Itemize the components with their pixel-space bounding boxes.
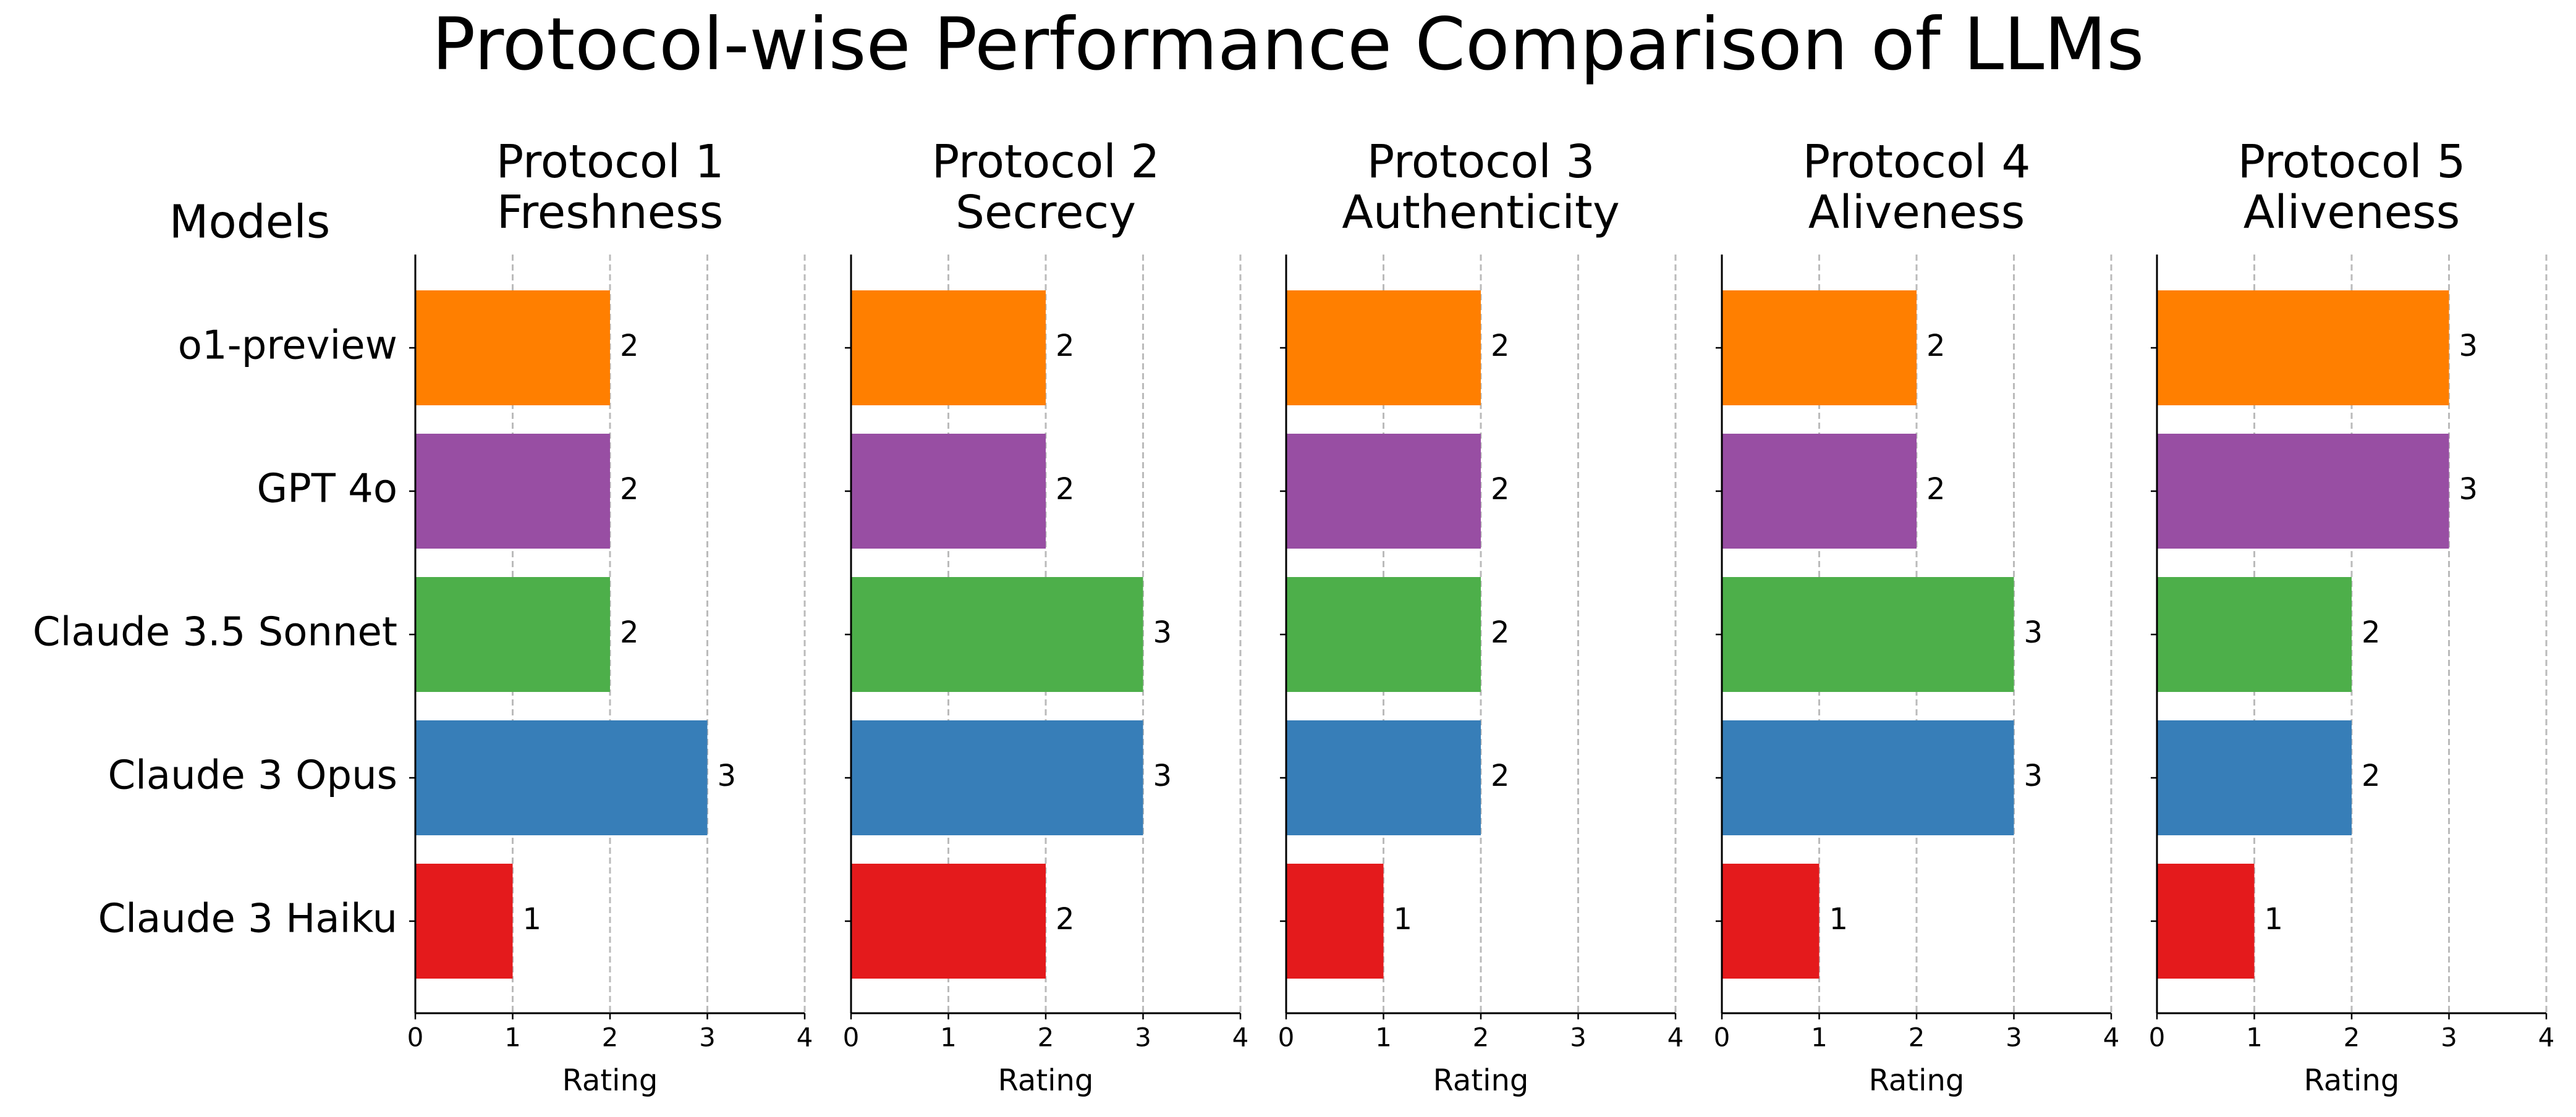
data-label: 2	[1491, 759, 1510, 793]
data-label: 3	[2024, 759, 2043, 793]
y-axis-title: Models	[169, 196, 331, 249]
data-label: 2	[620, 472, 639, 507]
x-tick-label: 0	[2149, 1022, 2166, 1053]
bar	[1286, 434, 1481, 549]
y-tick-label: Claude 3 Haiku	[98, 896, 397, 942]
x-tick-label: 0	[407, 1022, 424, 1053]
data-label: 2	[1491, 329, 1510, 363]
x-tick-label: 3	[2441, 1022, 2457, 1053]
y-tick-label: GPT 4o	[257, 466, 398, 512]
bar	[1722, 577, 2014, 692]
x-tick-label: 0	[843, 1022, 860, 1053]
bar	[851, 720, 1143, 835]
data-label: 2	[620, 615, 639, 650]
x-tick-label: 4	[797, 1022, 813, 1053]
bar	[2157, 864, 2255, 979]
x-tick-label: 2	[2344, 1022, 2360, 1053]
bar	[1286, 577, 1481, 692]
x-tick-label: 1	[1375, 1022, 1392, 1053]
bar	[1722, 290, 1917, 405]
bar	[1286, 720, 1481, 835]
x-tick-label: 0	[1714, 1022, 1731, 1053]
x-axis-title: Rating	[1869, 1063, 1965, 1098]
x-tick-label: 3	[699, 1022, 716, 1053]
x-tick-label: 1	[2246, 1022, 2263, 1053]
data-label: 1	[1829, 902, 1849, 937]
bar	[415, 864, 513, 979]
panel-title: Protocol 4 Aliveness	[1803, 135, 2031, 239]
x-tick-label: 2	[1909, 1022, 1925, 1053]
x-tick-label: 4	[2538, 1022, 2555, 1053]
data-label: 2	[2362, 615, 2381, 650]
data-label: 3	[1153, 615, 1172, 650]
bar	[1722, 434, 1917, 549]
chart-title: Protocol-wise Performance Comparison of …	[432, 2, 2145, 86]
bar	[851, 577, 1143, 692]
panel-title: Protocol 2 Secrecy	[932, 135, 1160, 239]
data-label: 1	[1394, 902, 1413, 937]
data-label: 3	[718, 759, 737, 793]
data-label: 2	[1056, 902, 1075, 937]
bar	[851, 434, 1046, 549]
bar	[415, 290, 610, 405]
data-label: 1	[2265, 902, 2284, 937]
x-tick-label: 1	[504, 1022, 521, 1053]
x-tick-label: 1	[940, 1022, 957, 1053]
x-tick-label: 3	[1570, 1022, 1587, 1053]
data-label: 2	[1491, 472, 1510, 507]
panel-title: Protocol 5 Aliveness	[2238, 135, 2466, 239]
data-label: 2	[620, 329, 639, 363]
bar	[1722, 864, 1820, 979]
x-axis-title: Rating	[1433, 1063, 1529, 1098]
data-label: 3	[2459, 472, 2478, 507]
x-axis-title: Rating	[998, 1063, 1094, 1098]
bar	[851, 864, 1046, 979]
x-axis-title: Rating	[2304, 1063, 2400, 1098]
panel-title: Protocol 1 Freshness	[496, 135, 724, 239]
data-label: 1	[523, 902, 542, 937]
x-tick-label: 4	[2103, 1022, 2120, 1053]
y-tick-label: Claude 3 Opus	[108, 753, 397, 799]
y-tick-label: o1-preview	[178, 323, 397, 369]
y-tick-label: Claude 3.5 Sonnet	[33, 610, 397, 655]
data-label: 2	[1491, 615, 1510, 650]
bar	[2157, 577, 2352, 692]
x-tick-label: 0	[1278, 1022, 1295, 1053]
x-tick-label: 4	[1232, 1022, 1249, 1053]
x-tick-label: 2	[1473, 1022, 1489, 1053]
data-label: 2	[1056, 472, 1075, 507]
bar	[2157, 290, 2449, 405]
data-label: 3	[1153, 759, 1172, 793]
x-tick-label: 2	[602, 1022, 619, 1053]
data-label: 2	[1926, 329, 1946, 363]
x-tick-label: 3	[2006, 1022, 2022, 1053]
data-label: 2	[1056, 329, 1075, 363]
data-label: 3	[2024, 615, 2043, 650]
bar	[415, 577, 610, 692]
data-label: 3	[2459, 329, 2478, 363]
bar	[1722, 720, 2014, 835]
x-tick-label: 4	[1667, 1022, 1684, 1053]
x-tick-label: 1	[1811, 1022, 1828, 1053]
bar	[851, 290, 1046, 405]
bar	[415, 434, 610, 549]
x-tick-label: 3	[1135, 1022, 1151, 1053]
x-axis-title: Rating	[562, 1063, 658, 1098]
bar	[415, 720, 708, 835]
panel-title: Protocol 3 Authenticity	[1342, 135, 1620, 239]
bar	[1286, 864, 1384, 979]
bar	[2157, 720, 2352, 835]
bar	[1286, 290, 1481, 405]
data-label: 2	[2362, 759, 2381, 793]
data-label: 2	[1926, 472, 1946, 507]
bar	[2157, 434, 2449, 549]
x-tick-label: 2	[1038, 1022, 1054, 1053]
